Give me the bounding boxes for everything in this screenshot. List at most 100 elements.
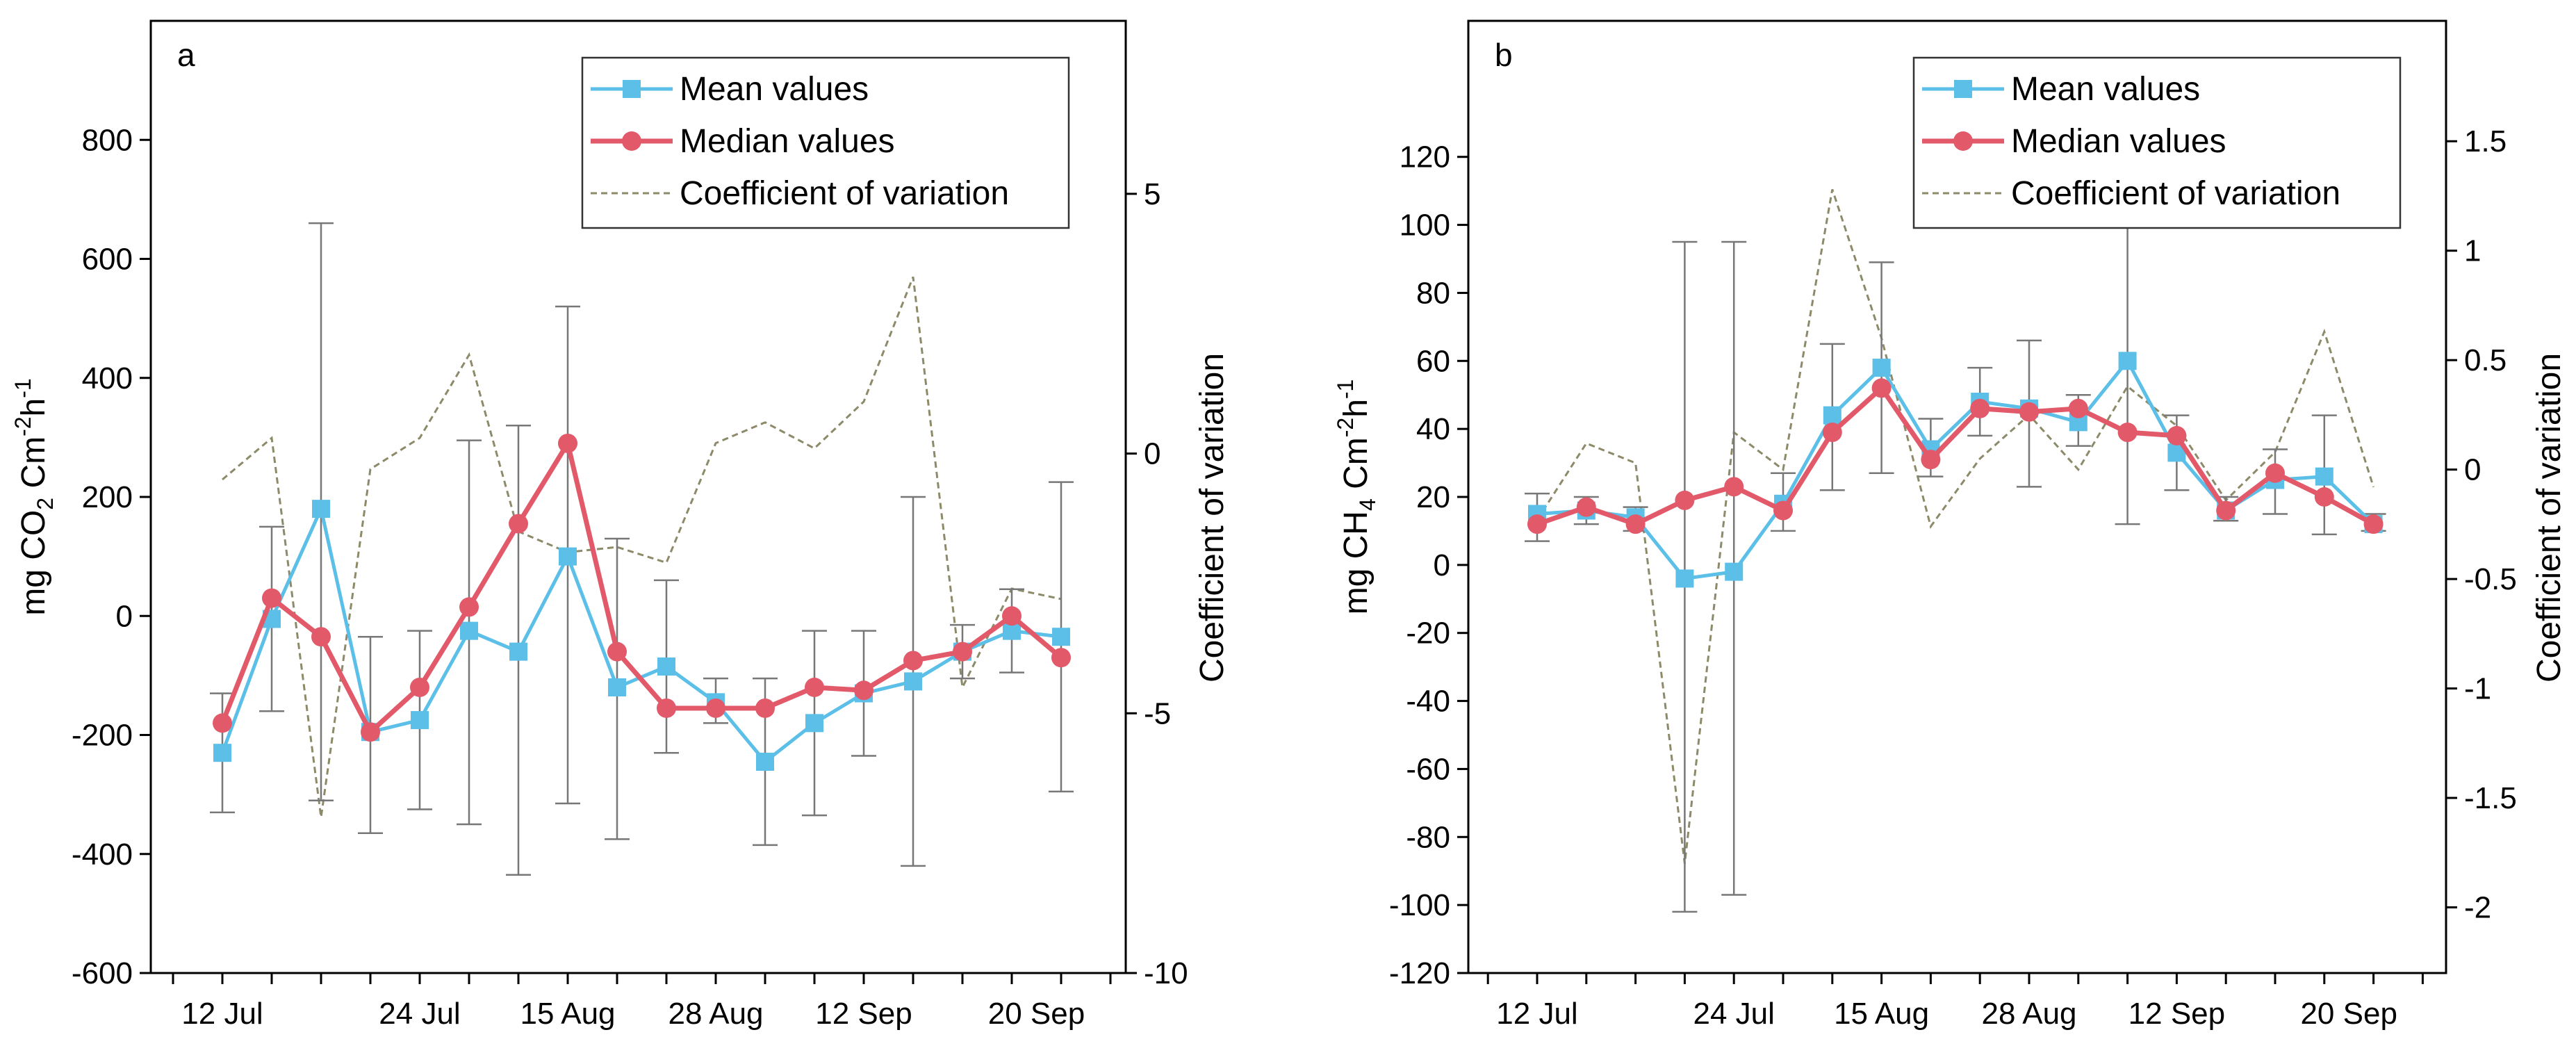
y2-tick-label: 5 bbox=[1144, 177, 1160, 211]
median-point bbox=[1773, 500, 1793, 521]
mean-point bbox=[756, 753, 774, 771]
mean-series-line bbox=[220, 503, 1062, 765]
y-axis-label: mg CO2 Cm-2h-1 bbox=[10, 378, 58, 615]
y-axis-label-sup: -2 bbox=[10, 416, 35, 436]
mean-point bbox=[460, 621, 478, 640]
mean-point bbox=[657, 657, 675, 676]
y2-tick-label: 1 bbox=[2464, 234, 2481, 268]
panel-label: a bbox=[177, 37, 195, 73]
y-tick-label: -20 bbox=[1406, 616, 1450, 651]
y-tick-label: 600 bbox=[82, 243, 133, 277]
y-axis-label-main: mg CO bbox=[15, 510, 52, 616]
median-point bbox=[706, 698, 725, 718]
median-point bbox=[1051, 648, 1071, 668]
x-tick-label: 24 Jul bbox=[379, 997, 460, 1031]
y-axis-label-unit: Cm bbox=[15, 436, 52, 498]
y-tick-label: -100 bbox=[1389, 888, 1450, 922]
median-point bbox=[361, 722, 380, 742]
mean-point bbox=[312, 500, 330, 518]
y-tick-label: 120 bbox=[1400, 140, 1450, 174]
median-point bbox=[1724, 477, 1744, 497]
y-tick-label: -40 bbox=[1406, 685, 1450, 719]
y2-tick-label: -0.5 bbox=[2464, 562, 2517, 596]
y2-tick-label: 0.5 bbox=[2464, 343, 2507, 377]
mean-point bbox=[1725, 562, 1744, 581]
y-tick-label: -200 bbox=[72, 719, 133, 753]
median-point bbox=[1527, 514, 1547, 534]
y-tick-label: 100 bbox=[1400, 209, 1450, 243]
median-point bbox=[2265, 463, 2285, 483]
median-point bbox=[311, 627, 331, 647]
median-point bbox=[2117, 423, 2138, 443]
y-axis-label-main: mg CH bbox=[1338, 511, 1375, 614]
median-point bbox=[262, 588, 281, 608]
median-point bbox=[459, 597, 479, 617]
mean-point bbox=[1823, 406, 1841, 425]
y-tick-label: -60 bbox=[1406, 752, 1450, 786]
x-tick-label: 12 Sep bbox=[2128, 997, 2225, 1031]
y-tick-label: 400 bbox=[82, 361, 133, 395]
legend-entry: Mean values bbox=[2011, 71, 2200, 108]
mean-point bbox=[559, 547, 577, 566]
mean-point bbox=[805, 714, 823, 733]
median-point bbox=[755, 698, 775, 718]
mean-point bbox=[608, 678, 626, 696]
cv-series-line bbox=[1536, 189, 2375, 864]
median-point bbox=[2167, 425, 2187, 446]
median-point bbox=[2068, 398, 2088, 418]
panel-label: b bbox=[1495, 37, 1513, 73]
legend-entry: Coefficient of variation bbox=[2011, 175, 2340, 212]
x-tick-label: 12 Jul bbox=[1496, 997, 1577, 1031]
median-point bbox=[558, 433, 577, 453]
y-tick-label: 0 bbox=[116, 599, 133, 633]
y2-tick-label: -1.5 bbox=[2464, 781, 2517, 815]
mean-point bbox=[904, 672, 922, 691]
x-tick-label: 12 Jul bbox=[181, 997, 263, 1031]
x-tick-label: 28 Aug bbox=[668, 997, 763, 1031]
x-tick-label: 24 Jul bbox=[1693, 997, 1774, 1031]
y2-tick-label: 0 bbox=[1144, 437, 1160, 471]
data-layer bbox=[1525, 189, 2386, 913]
y-axis-label-sup: -1 bbox=[10, 378, 35, 398]
mean-point bbox=[411, 711, 429, 730]
legend-entry: Mean values bbox=[680, 71, 869, 108]
y2-tick-label: -2 bbox=[2464, 891, 2491, 925]
mean-point bbox=[2315, 467, 2333, 486]
mean-point bbox=[1675, 569, 1694, 588]
mean-point bbox=[2118, 352, 2137, 370]
y-axis-label-sub: 4 bbox=[1355, 498, 1380, 511]
legend-entry: Coefficient of variation bbox=[680, 175, 1009, 212]
panel-b: b-120-100-80-60-40-20020406080100120-2-1… bbox=[1333, 19, 2568, 1031]
y2-tick-label: -5 bbox=[1144, 696, 1171, 730]
legend-marker-median bbox=[1953, 131, 1973, 151]
median-point bbox=[2314, 487, 2334, 507]
y-axis-label-sup: -2 bbox=[1333, 418, 1358, 437]
y-tick-label: 20 bbox=[1416, 480, 1450, 514]
y-tick-label: 0 bbox=[1434, 548, 1450, 582]
median-series-line bbox=[220, 436, 1063, 736]
y2-axis-label: Coefficient of variation bbox=[2531, 353, 2568, 683]
cv-series-line bbox=[222, 276, 1062, 817]
y-tick-label: 40 bbox=[1416, 412, 1450, 446]
y2-tick-label: -1 bbox=[2464, 672, 2491, 706]
y-axis-label: mg CH4 Cm-2h-1 bbox=[1333, 379, 1380, 615]
median-point bbox=[1970, 398, 1990, 418]
y2-tick-label: -10 bbox=[1144, 956, 1188, 990]
y-axis-label-sup: -1 bbox=[1333, 379, 1358, 399]
median-point bbox=[657, 698, 676, 718]
median-point bbox=[1625, 514, 1646, 534]
median-point bbox=[805, 678, 824, 697]
median-point bbox=[410, 678, 429, 697]
median-point bbox=[2363, 514, 2384, 534]
y-tick-label: 200 bbox=[82, 480, 133, 514]
mean-point bbox=[1052, 628, 1070, 646]
legend: Mean values Median values Coefficient of v… bbox=[581, 56, 1070, 229]
y-tick-label: -80 bbox=[1406, 820, 1450, 854]
median-point bbox=[854, 680, 873, 701]
y-tick-label: -120 bbox=[1389, 956, 1450, 990]
median-point bbox=[1871, 378, 1892, 398]
y-tick-label: -600 bbox=[72, 956, 133, 990]
median-point bbox=[607, 642, 627, 662]
y-tick-label: 80 bbox=[1416, 276, 1450, 310]
